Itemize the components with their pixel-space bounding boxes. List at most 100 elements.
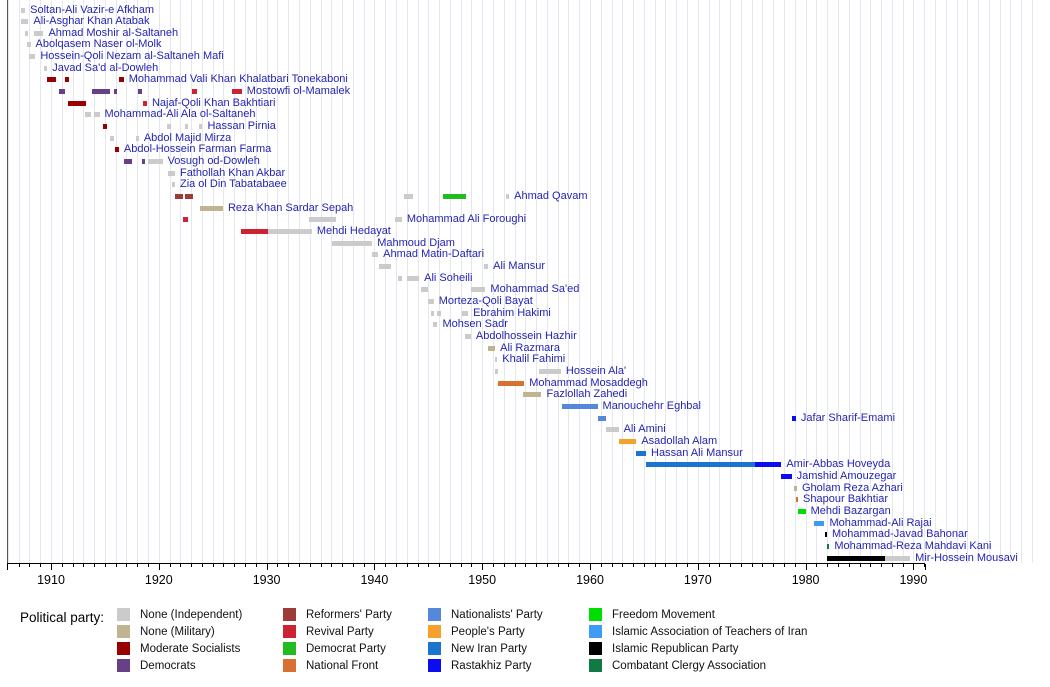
pm-name-label[interactable]: Ahmad Matin-Daftari — [383, 248, 485, 261]
pm-name-label[interactable]: Reza Khan Sardar Sepah — [227, 201, 354, 214]
pm-name-label[interactable]: Ebrahim Hakimi — [473, 306, 551, 319]
pm-name-label[interactable]: Mohammad-Ali Ala ol-Saltaneh — [104, 108, 256, 121]
pm-name-label[interactable]: Mohammad Ali Foroughi — [406, 213, 527, 226]
timeline-bar — [91, 89, 110, 95]
pm-name-label[interactable]: Gholam Reza Azhari — [801, 481, 903, 494]
axis-tick — [870, 564, 872, 567]
pm-name-label[interactable]: Hossein Ala' — [565, 364, 627, 377]
pm-name-label[interactable]: Mohammad Vali Khan Khalatbari Tonekaboni — [128, 73, 348, 86]
axis-tick — [536, 564, 538, 567]
legend-label: National Front — [306, 660, 379, 672]
pm-name-label[interactable]: Fathollah Khan Akbar — [179, 166, 286, 179]
pm-name-label[interactable]: Hassan Ali Mansur — [651, 446, 743, 459]
pm-name-label[interactable]: Jamshid Amouzegar — [796, 469, 897, 482]
pm-name-label[interactable]: Ali Mansur — [493, 260, 546, 273]
gridline — [223, 0, 225, 563]
axis-tick — [137, 564, 139, 567]
pm-name-label[interactable]: Mohammad Sa'ed — [490, 283, 580, 296]
gridline — [115, 0, 117, 563]
gridline — [956, 0, 958, 563]
pm-name-label[interactable]: Ahmad Qavam — [514, 190, 588, 203]
timeline-bar — [792, 415, 796, 421]
timeline-bar — [143, 100, 147, 106]
gridline — [309, 0, 311, 563]
pm-name-label[interactable]: Shapour Bakhtiar — [803, 493, 889, 506]
axis-tick — [374, 564, 376, 570]
pm-name-label[interactable]: Zia ol Din Tabatabaee — [179, 178, 287, 191]
pm-name-label[interactable]: Morteza-Qoli Bayat — [438, 295, 533, 307]
pm-name-label[interactable]: Vosugh od-Dowleh — [167, 155, 260, 168]
timeline-bar — [167, 170, 175, 176]
timeline-bar — [184, 124, 189, 130]
legend-swatch — [117, 625, 130, 638]
axis-tick — [395, 564, 397, 567]
timeline-bar — [138, 89, 143, 95]
timeline-bar — [184, 194, 193, 200]
pm-name-label[interactable]: Javad Sa'd al-Dowleh — [52, 61, 159, 74]
pm-name-label[interactable]: Jafar Sharif-Emami — [800, 411, 896, 424]
legend-label: Islamic Republican Party — [612, 643, 739, 655]
gridline — [417, 0, 419, 563]
pm-name-label[interactable]: Abolqasem Naser ol-Molk — [35, 38, 162, 51]
timeline-bar — [231, 89, 242, 95]
axis-tick — [104, 564, 106, 567]
pm-name-label[interactable]: Ali Razmara — [500, 341, 561, 354]
axis-tick — [385, 564, 387, 567]
pm-name-label[interactable]: Fazlollah Zahedi — [546, 388, 628, 401]
pm-name-label[interactable]: Asadollah Alam — [641, 434, 718, 447]
axis-tick — [126, 564, 128, 567]
pm-name-label[interactable]: Mir-Hossein Mousavi — [915, 551, 1018, 564]
gridline — [999, 0, 1001, 563]
axis-tick — [913, 564, 915, 570]
axis-tick — [654, 564, 656, 567]
timeline-bar — [797, 508, 806, 514]
pm-name-label[interactable]: Soltan-Ali Vazir-e Afkham — [30, 3, 155, 16]
legend-label: None (Independent) — [140, 609, 243, 621]
timeline-bar — [781, 473, 792, 479]
axis-tick — [223, 564, 225, 567]
pm-name-label[interactable]: Mahmoud Djam — [377, 236, 455, 249]
axis-tick — [331, 564, 333, 567]
gridline — [924, 0, 926, 563]
legend-swatch — [428, 642, 441, 655]
axis-tick — [180, 564, 182, 567]
pm-name-label[interactable]: Amir-Abbas Hoveyda — [786, 458, 891, 471]
pm-name-label[interactable]: Hossein-Qoli Nezam al-Saltaneh Mafi — [40, 50, 224, 63]
axis-tick — [363, 564, 365, 567]
axis-tick — [794, 564, 796, 567]
gridline — [945, 0, 947, 563]
pm-name-label[interactable]: Mohammad-Ali Rajai — [829, 516, 932, 529]
pm-name-label[interactable]: Mostowfi ol-Mamalek — [246, 85, 351, 98]
gridline — [665, 0, 667, 563]
pm-name-label[interactable]: Abdol Majid Mirza — [143, 131, 232, 144]
pm-name-label[interactable]: Ali Amini — [623, 423, 666, 436]
pm-name-label[interactable]: Mohammad-Reza Mahdavi Kani — [834, 539, 992, 552]
legend-swatch — [117, 608, 130, 621]
pm-name-label[interactable]: Manouchehr Eghbal — [602, 399, 701, 412]
pm-name-label[interactable]: Abdolhossein Hazhir — [475, 329, 577, 342]
pm-name-label[interactable]: Mehdi Hedayat — [316, 225, 391, 238]
pm-name-label[interactable]: Ali-Asghar Khan Atabak — [33, 15, 150, 28]
pm-name-label[interactable]: Mohsen Sadr — [442, 318, 508, 331]
timeline-bar — [123, 159, 133, 165]
legend-label: Freedom Movement — [612, 609, 715, 621]
pm-name-label[interactable]: Mehdi Bazargan — [810, 504, 891, 517]
pm-name-label[interactable]: Ali Soheili — [424, 271, 473, 284]
pm-name-label[interactable]: Khalil Fahimi — [502, 353, 566, 366]
timeline-bar — [397, 275, 403, 281]
gridline — [439, 0, 441, 563]
pm-name-label[interactable]: Najaf-Qoli Khan Bakhtiari — [151, 96, 276, 109]
pm-name-label[interactable]: Abdol-Hossein Farman Farma — [123, 143, 272, 156]
gridline — [191, 0, 193, 563]
gridline — [794, 0, 796, 563]
pm-name-label[interactable]: Ahmad Moshir al-Saltaneh — [48, 26, 179, 39]
pm-name-label[interactable]: Hassan Pirnia — [207, 120, 276, 133]
axis-year-label: 1930 — [252, 573, 281, 587]
gridline — [676, 0, 678, 563]
axis-tick — [83, 564, 85, 567]
pm-name-label[interactable]: Mohammad Mosaddegh — [529, 376, 648, 389]
pm-name-label[interactable]: Mohammad-Javad Bahonar — [832, 528, 968, 541]
gridline — [546, 0, 548, 563]
gridline — [978, 0, 980, 563]
axis-tick — [51, 564, 52, 570]
